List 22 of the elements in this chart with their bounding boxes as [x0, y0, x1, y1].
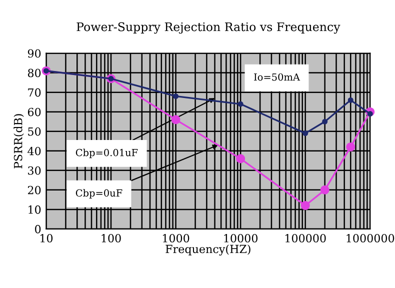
x-axis-title: Frequency(HZ) [166, 244, 250, 256]
y-axis-title: PSRR(dB) [14, 114, 24, 168]
y-tick-label: 20 [28, 186, 41, 194]
x-tick-label: 1000000 [346, 234, 394, 242]
annotation: Cbp=0.01uF [76, 148, 138, 158]
annotation: Io=50mA [254, 73, 300, 81]
y-tick-label: 40 [28, 146, 41, 156]
y-tick-label: 70 [28, 88, 41, 97]
x-tick-label: 10000 [224, 234, 258, 242]
x-tick-label: 100 [102, 234, 121, 242]
y-tick-label: 90 [28, 49, 41, 58]
y-tick-label: 10 [28, 205, 41, 214]
y-tick-label: 30 [28, 166, 41, 175]
y-tick-label: 0 [35, 224, 41, 234]
y-tick-label: 80 [28, 68, 41, 78]
annotation: Cbp=0uF [76, 189, 122, 199]
y-tick-label: 60 [28, 108, 41, 116]
x-tick-label: 10 [40, 234, 53, 242]
x-tick-label: 100000 [285, 234, 326, 242]
x-tick-label: 1000 [162, 234, 190, 242]
chart-title: Power-Suppry Rejection Ratio vs Frequency [76, 22, 340, 34]
y-tick-label: 50 [28, 127, 41, 136]
